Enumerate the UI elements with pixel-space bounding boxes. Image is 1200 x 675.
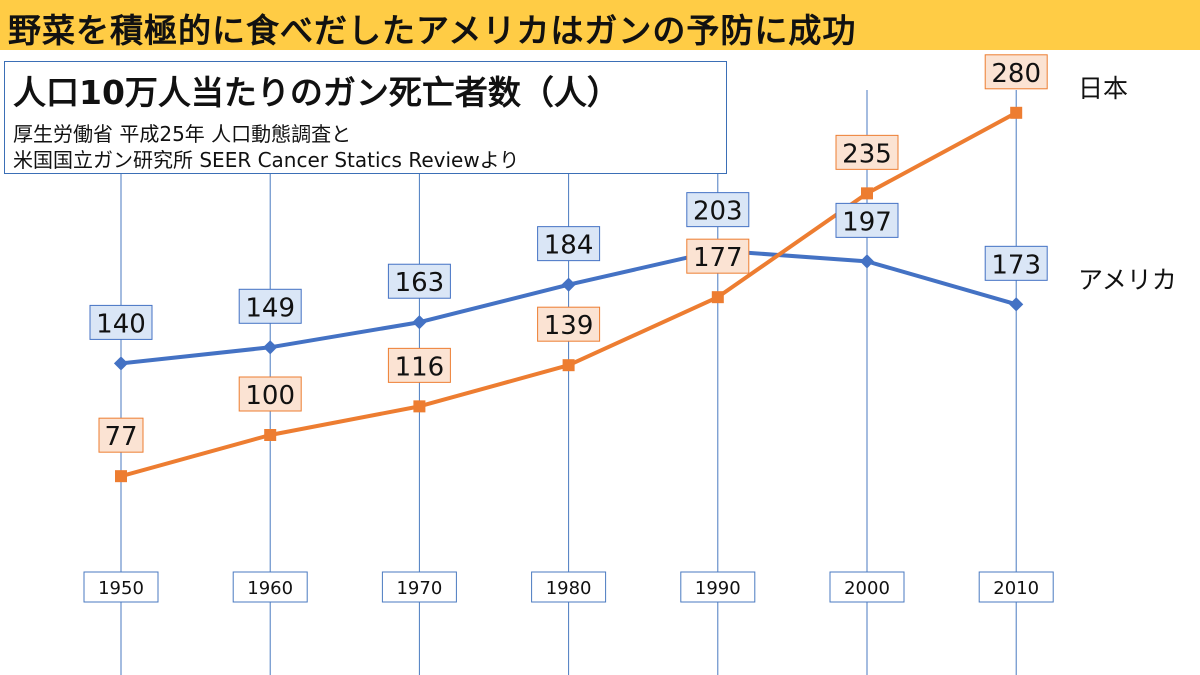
x-tick-text: 1990 xyxy=(695,578,741,599)
japan-point-1980 xyxy=(562,359,575,372)
x-tick-text: 1960 xyxy=(247,578,293,599)
usa-point-1960 xyxy=(263,340,278,355)
x-tick-text: 1970 xyxy=(396,578,442,599)
svg-text:177: 177 xyxy=(693,243,743,273)
usa-point-2000 xyxy=(859,254,875,269)
japan-value-label-1960: 100 xyxy=(238,376,302,412)
japan-point-1950 xyxy=(115,470,127,483)
svg-text:116: 116 xyxy=(395,352,445,382)
japan-point-1960 xyxy=(264,429,277,441)
svg-text:140: 140 xyxy=(96,309,146,339)
x-axis-labels: 1950 1960 1970 1980 1990 2000 2010 xyxy=(83,571,1054,603)
x-tick-label-2010: 2010 xyxy=(978,571,1054,603)
x-tick-text: 1980 xyxy=(546,578,592,599)
japan-point-2010 xyxy=(1010,106,1023,119)
value-labels: 140 149 163 184 203 197 173 77 100 116 139 177 235 28… xyxy=(89,54,1048,453)
japan-point-1970 xyxy=(413,400,426,413)
usa-value-label-1960: 149 xyxy=(238,288,302,324)
svg-text:149: 149 xyxy=(245,293,295,323)
x-tick-box xyxy=(83,571,159,603)
source-line-1: 厚生労働省 平成25年 人口動態調査と xyxy=(13,122,352,146)
x-tick-box xyxy=(829,571,905,603)
japan-value-label-1970: 116 xyxy=(387,347,451,383)
usa-point-2010 xyxy=(1009,297,1024,312)
usa-value-label-1970: 163 xyxy=(387,263,451,299)
usa-value-label-1950: 140 xyxy=(89,304,153,340)
chart-subtitle: 人口10万人当たりのガン死亡者数（人） xyxy=(13,73,620,112)
series-name-usa: アメリカ xyxy=(1078,265,1177,294)
japan-point-1990 xyxy=(711,291,724,304)
japan-value-label-2010: 280 xyxy=(984,54,1048,90)
x-tick-label-1990: 1990 xyxy=(680,571,756,603)
title-banner: 野菜を積極的に食べだしたアメリカはガンの予防に成功 xyxy=(0,0,1200,50)
x-tick-label-1950: 1950 xyxy=(83,571,159,603)
japan-value-label-1990: 177 xyxy=(686,238,750,274)
x-tick-text: 2000 xyxy=(844,578,890,599)
x-tick-box xyxy=(232,571,308,603)
x-tick-box xyxy=(680,571,756,603)
x-tick-label-2000: 2000 xyxy=(829,571,905,603)
svg-text:280: 280 xyxy=(991,59,1041,89)
svg-text:197: 197 xyxy=(842,207,892,237)
x-tick-text: 2010 xyxy=(993,578,1039,599)
usa-point-1980 xyxy=(561,277,576,292)
usa-point-1950 xyxy=(113,356,129,371)
japan-value-label-1980: 139 xyxy=(537,306,601,342)
usa-value-label-2000: 197 xyxy=(835,202,899,238)
svg-text:139: 139 xyxy=(544,311,594,341)
svg-text:184: 184 xyxy=(544,231,594,261)
svg-text:163: 163 xyxy=(395,268,445,298)
x-tick-box xyxy=(381,571,457,603)
x-tick-box xyxy=(531,571,607,603)
usa-point-1970 xyxy=(412,315,427,330)
source-line-2: 米国国立ガン研究所 SEER Cancer Statics Reviewより xyxy=(13,148,520,172)
usa-value-label-1980: 184 xyxy=(537,226,601,262)
svg-text:203: 203 xyxy=(693,197,743,227)
svg-text:100: 100 xyxy=(245,381,295,411)
japan-value-label-1950: 77 xyxy=(98,417,144,453)
x-tick-label-1960: 1960 xyxy=(232,571,308,603)
page-title: 野菜を積極的に食べだしたアメリカはガンの予防に成功 xyxy=(8,11,857,50)
subtitle-box: 人口10万人当たりのガン死亡者数（人） 厚生労働省 平成25年 人口動態調査と … xyxy=(4,61,727,174)
x-tick-label-1970: 1970 xyxy=(381,571,457,603)
usa-value-label-1990: 203 xyxy=(686,192,750,228)
svg-text:173: 173 xyxy=(991,250,1041,280)
svg-text:77: 77 xyxy=(104,422,137,452)
japan-value-label-2000: 235 xyxy=(835,134,899,170)
x-tick-text: 1950 xyxy=(98,578,144,599)
usa-value-label-2010: 173 xyxy=(984,245,1048,281)
x-tick-box xyxy=(978,571,1054,603)
svg-text:235: 235 xyxy=(842,139,892,169)
x-tick-label-1980: 1980 xyxy=(531,571,607,603)
series-name-japan: 日本 xyxy=(1078,74,1128,103)
japan-point-2000 xyxy=(861,187,873,200)
